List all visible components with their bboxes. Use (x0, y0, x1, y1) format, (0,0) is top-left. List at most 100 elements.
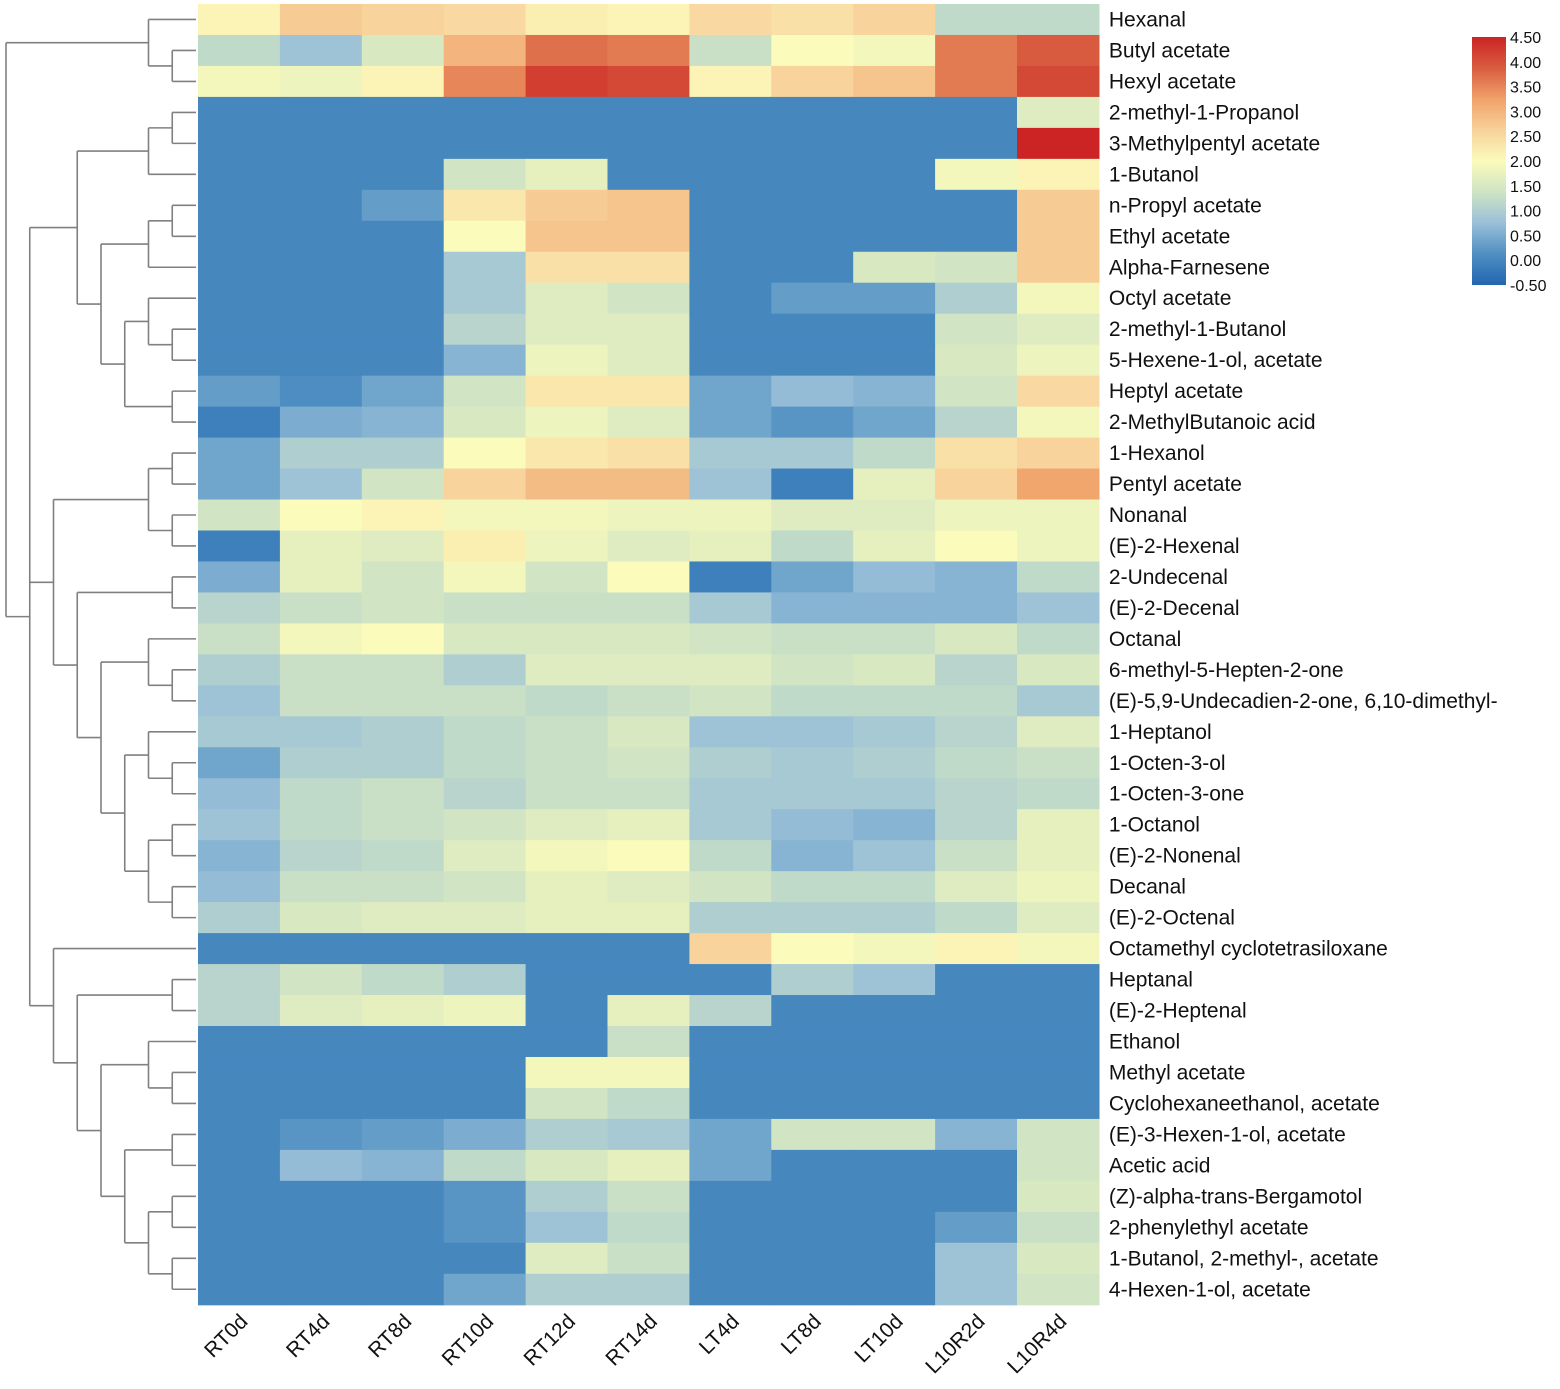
colorbar-tick-label: 1.00 (1510, 204, 1541, 221)
heatmap-cell (443, 902, 527, 934)
heatmap-cell (525, 871, 609, 903)
heatmap-cell (607, 623, 690, 655)
heatmap-cell (361, 4, 445, 36)
heatmap-cell (689, 1242, 772, 1275)
heatmap-cell (361, 592, 445, 624)
heatmap-cell (361, 561, 445, 594)
heatmap-cell (607, 933, 690, 965)
heatmap-cell (198, 375, 281, 408)
heatmap-cell (853, 778, 936, 810)
heatmap-cell (443, 809, 527, 841)
heatmap-cell (525, 1118, 609, 1151)
heatmap-cell (1017, 189, 1100, 222)
heatmap-cell (279, 530, 363, 563)
heatmap-cell (607, 406, 690, 439)
heatmap-cell (525, 189, 609, 222)
heatmap-cell (1017, 592, 1100, 624)
heatmap-cell (525, 685, 609, 717)
heatmap-cell (198, 189, 281, 222)
heatmap-cell (361, 840, 445, 872)
heatmap-cell (361, 406, 445, 439)
heatmap-cell (771, 96, 854, 129)
row-label: Nonanal (1109, 504, 1187, 527)
heatmap-cell (443, 468, 527, 501)
heatmap-cell (689, 1180, 772, 1213)
heatmap-cell (771, 65, 854, 98)
heatmap-cell (771, 1056, 854, 1089)
heatmap-cell (525, 375, 609, 408)
heatmap-cell (935, 995, 1018, 1027)
heatmap-cell (935, 437, 1018, 470)
heatmap-cell (1017, 344, 1100, 377)
heatmap-cell (771, 375, 854, 408)
heatmap-cell (1017, 809, 1100, 841)
heatmap-cell (1017, 1180, 1100, 1213)
heatmap-cell (607, 1118, 690, 1151)
heatmap-cell (279, 65, 363, 98)
row-label: 1-Heptanol (1109, 721, 1212, 744)
heatmap-cell (607, 499, 690, 532)
heatmap-cell (607, 809, 690, 841)
heatmap-cell (689, 561, 772, 594)
column-label: RT14d (601, 1310, 662, 1371)
heatmap-cell (1017, 499, 1100, 532)
heatmap-cell (443, 251, 527, 284)
heatmap-cell (1017, 716, 1100, 748)
heatmap-cell (279, 902, 363, 934)
heatmap-cell (935, 716, 1018, 748)
heatmap-cell (689, 1056, 772, 1089)
heatmap-cell (279, 685, 363, 717)
heatmap-cell (198, 251, 281, 284)
heatmap-cell (198, 220, 281, 253)
heatmap-cell (443, 530, 527, 563)
heatmap-cell (279, 499, 363, 532)
heatmap-cell (198, 96, 281, 129)
heatmap-cell (361, 282, 445, 315)
heatmap-cell (443, 1211, 527, 1244)
heatmap-cell (525, 964, 609, 996)
colorbar-tick-label: -0.50 (1510, 278, 1547, 295)
heatmap-cell (853, 902, 936, 934)
heatmap-cell (607, 1180, 690, 1213)
heatmap-cell (525, 313, 609, 346)
heatmap-cell (361, 344, 445, 377)
heatmap-cell (853, 685, 936, 717)
heatmap-cell (1017, 1056, 1100, 1089)
heatmap-cell (1017, 127, 1100, 160)
heatmap-cell (853, 158, 936, 191)
heatmap-cell (525, 158, 609, 191)
heatmap-cell (361, 995, 445, 1027)
heatmap-cell (525, 623, 609, 655)
heatmap-cell (607, 282, 690, 315)
heatmap-cell (443, 1180, 527, 1213)
heatmap-cell (935, 4, 1018, 36)
row-label: 4-Hexen-1-ol, acetate (1109, 1278, 1311, 1301)
heatmap-cell (443, 1026, 527, 1058)
row-label: n-Propyl acetate (1109, 194, 1262, 217)
heatmap-cell (607, 437, 690, 470)
heatmap-cell (607, 1056, 690, 1089)
row-label: 2-MethylButanoic acid (1109, 411, 1316, 434)
heatmap-cell (279, 313, 363, 346)
heatmap-cell (853, 251, 936, 284)
heatmap-cell (607, 530, 690, 563)
heatmap-cell (1017, 65, 1100, 98)
heatmap-cell (361, 623, 445, 655)
heatmap-cell (279, 778, 363, 810)
heatmap-cell (525, 530, 609, 563)
heatmap-cell (853, 127, 936, 160)
heatmap-cell (853, 530, 936, 563)
column-label: RT12d (520, 1310, 581, 1371)
heatmap-cell (771, 840, 854, 872)
heatmap-cell (935, 1026, 1018, 1058)
heatmap-cell (853, 189, 936, 222)
heatmap-cell (853, 1056, 936, 1089)
heatmap-cell (689, 158, 772, 191)
heatmap-cell (853, 1242, 936, 1275)
heatmap-cell (1017, 34, 1100, 67)
heatmap-cell (935, 871, 1018, 903)
heatmap-cell (771, 189, 854, 222)
heatmap-cell (525, 282, 609, 315)
heatmap-cell (935, 375, 1018, 408)
heatmap-cell (198, 282, 281, 315)
